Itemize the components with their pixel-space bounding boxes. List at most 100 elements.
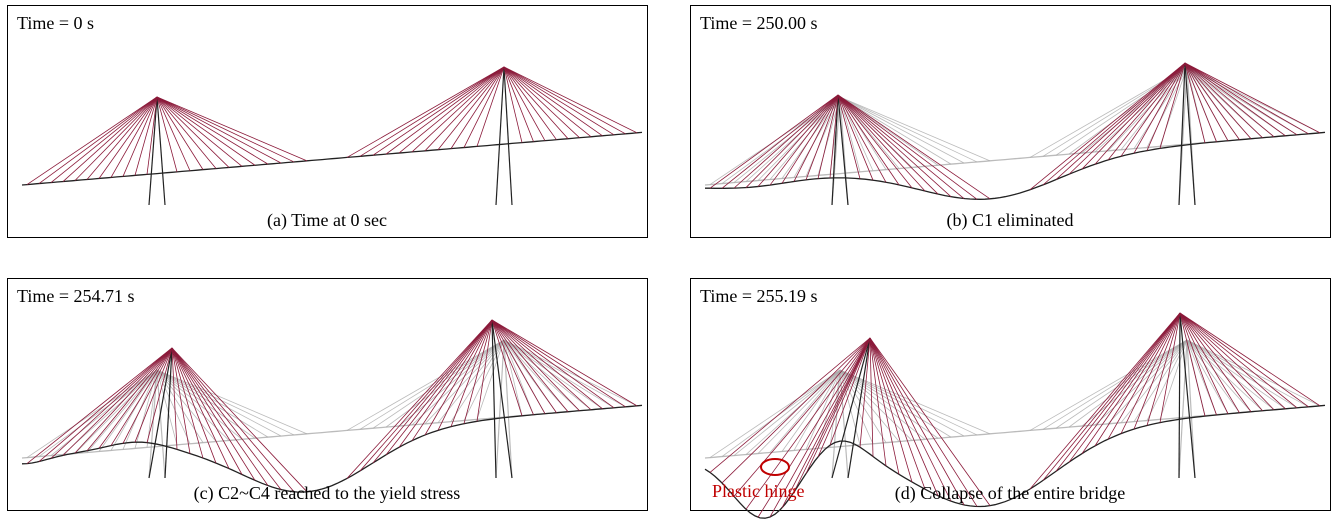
cable <box>398 339 505 427</box>
cable <box>839 96 900 169</box>
cable <box>74 369 158 454</box>
deck <box>704 404 1326 519</box>
cable <box>491 319 569 412</box>
cable <box>171 347 295 493</box>
cable <box>769 94 839 186</box>
deck <box>21 404 643 493</box>
cable <box>757 337 871 518</box>
cable <box>769 337 871 518</box>
cable <box>1186 339 1275 411</box>
cable <box>805 369 841 450</box>
cable <box>817 337 871 458</box>
cable <box>503 66 626 135</box>
cable <box>38 347 173 462</box>
cable <box>62 96 158 182</box>
cable <box>1179 312 1240 413</box>
cable <box>817 94 839 179</box>
cable <box>491 319 603 410</box>
cable <box>385 339 505 428</box>
cable <box>411 339 505 426</box>
cable <box>721 337 871 484</box>
cable <box>745 337 871 510</box>
cable <box>156 96 204 170</box>
deck <box>21 131 643 186</box>
cable <box>805 94 839 181</box>
cable <box>837 94 926 192</box>
cable <box>359 339 505 430</box>
cable <box>709 94 839 189</box>
cable <box>1184 62 1252 139</box>
cable <box>769 369 841 453</box>
cable <box>398 66 505 154</box>
cable <box>1094 339 1188 426</box>
cable <box>122 96 158 177</box>
cable <box>837 94 913 189</box>
cable <box>829 94 839 179</box>
cable <box>110 369 158 451</box>
cable <box>156 96 191 171</box>
cable <box>837 94 874 181</box>
cable <box>491 319 638 407</box>
tower <box>1178 62 1186 206</box>
cable <box>869 337 965 506</box>
caption: (d) Collapse of the entire bridge <box>895 483 1125 504</box>
cable <box>1186 339 1252 412</box>
cable <box>146 347 173 443</box>
cable <box>372 66 505 156</box>
tower <box>1178 339 1188 479</box>
cable <box>156 96 230 168</box>
hinge-marker <box>760 458 790 476</box>
cable <box>721 94 839 189</box>
cable <box>733 337 871 497</box>
cable <box>424 339 505 425</box>
cable <box>1120 62 1186 157</box>
cable <box>171 347 282 490</box>
cable <box>1186 339 1240 413</box>
cable <box>62 347 173 456</box>
caption: (a) Time at 0 sec <box>267 210 387 231</box>
cable <box>837 94 939 195</box>
cable <box>837 94 978 200</box>
cable <box>839 369 913 441</box>
tower <box>1184 62 1196 206</box>
cable <box>781 337 871 508</box>
cable <box>156 96 256 166</box>
tower <box>164 347 173 479</box>
cable <box>1094 66 1188 153</box>
cable <box>1184 62 1275 138</box>
cable <box>110 347 173 446</box>
cable <box>463 339 505 421</box>
cable <box>171 347 191 454</box>
tower <box>156 369 166 479</box>
cable <box>1186 339 1286 410</box>
tower <box>491 319 513 479</box>
time-label: Time = 0 s <box>17 13 94 33</box>
cable <box>1179 312 1252 412</box>
time-label: Time = 250.00 s <box>700 13 818 33</box>
tower <box>837 94 849 206</box>
cable <box>156 96 269 165</box>
cable <box>869 337 991 506</box>
cable <box>1133 66 1188 149</box>
cable <box>1184 62 1240 140</box>
cable <box>733 94 839 189</box>
tower <box>1178 312 1181 479</box>
cable <box>156 369 191 444</box>
cable <box>26 96 158 185</box>
cable <box>50 369 158 456</box>
cable <box>1186 66 1321 134</box>
caption: (c) C2~C4 reached to the yield stress <box>194 483 461 504</box>
deck <box>705 131 1326 200</box>
cable <box>1081 62 1186 170</box>
cable <box>1107 66 1188 152</box>
cable <box>869 337 874 457</box>
panel: Time = 250.00 s (b) C1 eliminated <box>690 5 1331 238</box>
cable <box>837 94 991 200</box>
cable <box>146 369 158 448</box>
cable <box>411 66 505 153</box>
cable <box>503 339 523 416</box>
cable <box>491 319 580 412</box>
cable <box>793 94 839 182</box>
cable <box>839 96 952 165</box>
